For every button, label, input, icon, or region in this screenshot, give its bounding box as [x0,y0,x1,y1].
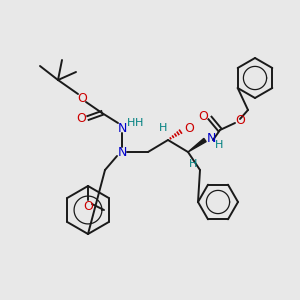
Text: N: N [117,122,127,134]
Text: O: O [77,92,87,104]
Text: O: O [83,200,93,212]
Text: H: H [159,123,167,133]
Text: O: O [76,112,86,125]
Text: N: N [206,131,216,145]
Text: H: H [215,140,223,150]
Text: H: H [135,118,143,128]
Text: O: O [198,110,208,122]
Text: H: H [189,159,197,169]
Text: O: O [235,115,245,128]
Text: H: H [127,118,135,128]
Text: O: O [184,122,194,134]
Text: N: N [117,146,127,158]
Polygon shape [188,138,206,152]
